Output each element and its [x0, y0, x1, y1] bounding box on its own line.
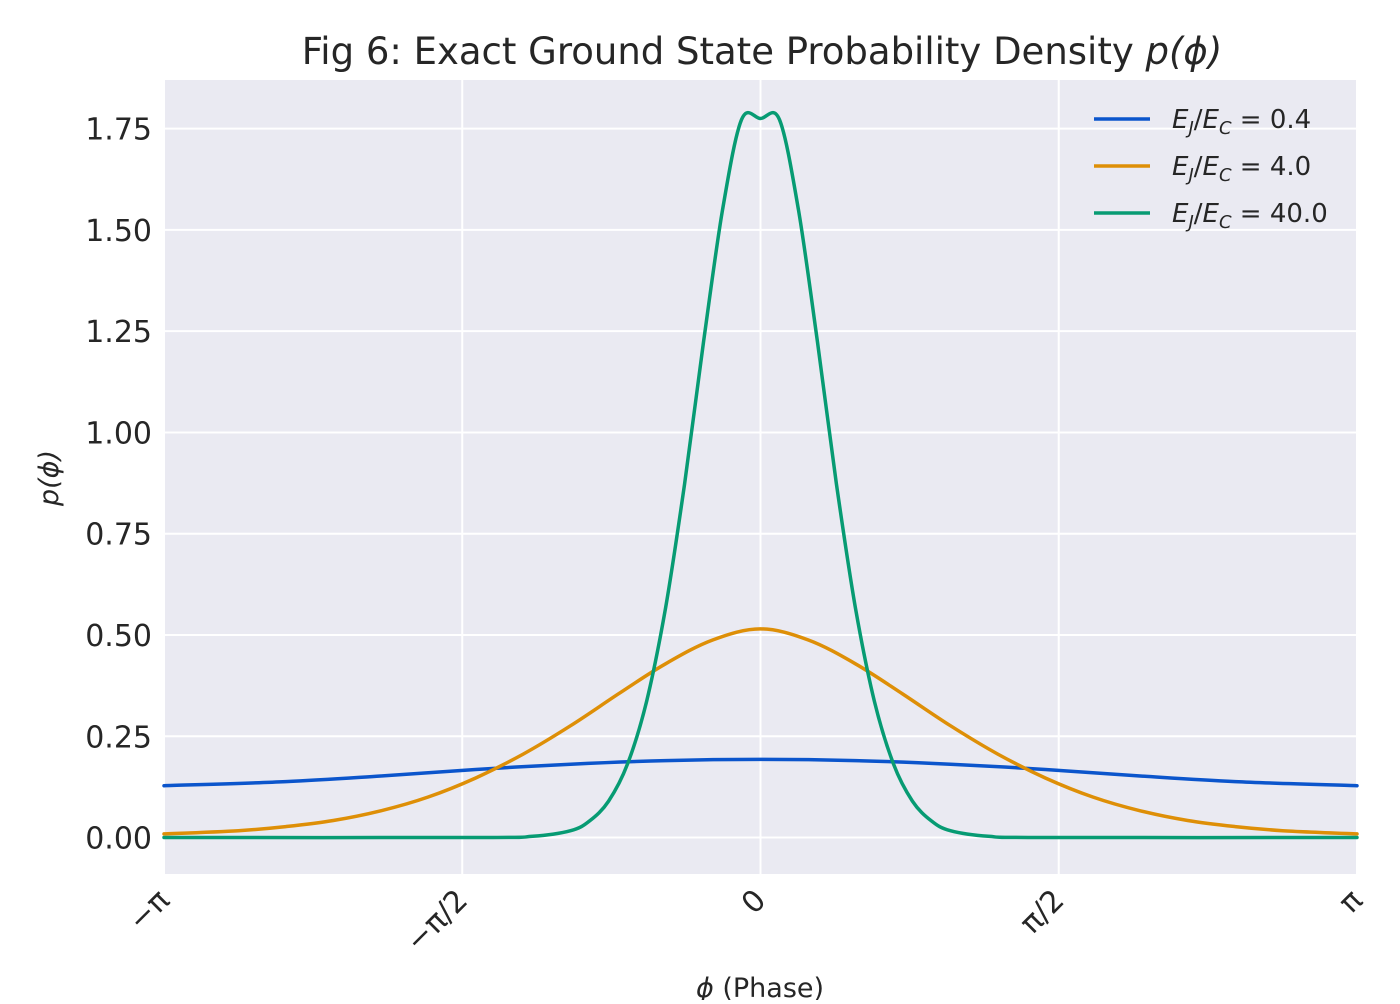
series-line-1	[162, 757, 1359, 788]
y-tick-label: 0.75	[85, 518, 152, 553]
y-tick-label: 0.25	[85, 720, 152, 755]
y-tick-label: 1.50	[85, 214, 152, 249]
legend-label-1: EJ/EC = 0.4	[1172, 105, 1311, 139]
series-line-2	[162, 627, 1359, 836]
legend: EJ/EC = 0.4 EJ/EC = 4.0 EJ/EC = 40.0	[1094, 105, 1328, 233]
y-tick-label: 0.50	[85, 619, 152, 654]
x-tick-label: π/2	[1013, 883, 1071, 941]
x-tick-label: −π/2	[399, 883, 475, 959]
y-tick-label: 0.00	[85, 822, 152, 857]
legend-label-3: EJ/EC = 40.0	[1172, 199, 1328, 233]
y-axis-label: p(ϕ)	[34, 450, 65, 507]
series-line-3	[162, 110, 1359, 840]
x-tick-label: 0	[735, 883, 773, 921]
y-tick-label: 1.00	[85, 416, 152, 451]
chart-title-main: Fig 6: Exact Ground State Probability De…	[302, 30, 1146, 73]
grid	[163, 80, 1358, 874]
y-tick-label: 1.25	[85, 315, 152, 350]
tick-labels: 0.00 0.25 0.50 0.75 1.00 1.25 1.50 1.75 −π −π/2 0 π…	[85, 113, 1369, 959]
x-tick-label: −π	[121, 883, 176, 938]
x-axis-label-math: ϕ	[696, 973, 714, 1000]
x-axis-label-text: (Phase)	[714, 973, 824, 1000]
y-tick-label: 1.75	[85, 113, 152, 148]
x-axis-label: ϕ (Phase)	[696, 973, 824, 1000]
chart-title: Fig 6: Exact Ground State Probability De…	[302, 30, 1223, 73]
x-tick-label: π	[1332, 883, 1370, 921]
legend-label-2: EJ/EC = 4.0	[1172, 152, 1311, 186]
series-lines	[162, 110, 1359, 840]
chart-title-math: p(ϕ)	[1145, 30, 1223, 73]
